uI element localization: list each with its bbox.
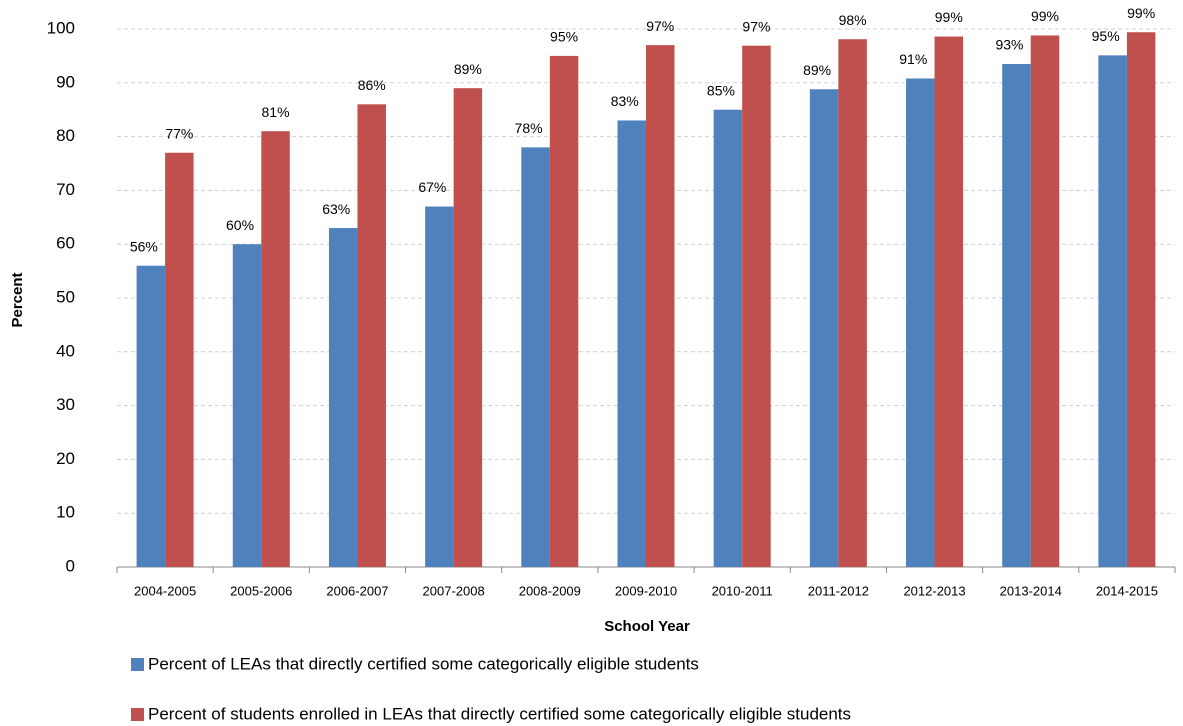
y-tick-label: 50	[56, 287, 75, 306]
bar	[617, 120, 646, 568]
bar	[328, 228, 358, 567]
y-tick-label: 70	[56, 180, 75, 199]
bar	[713, 109, 743, 567]
value-label: 67%	[418, 179, 446, 195]
value-label: 91%	[899, 51, 927, 67]
bar	[646, 45, 675, 567]
value-label: 86%	[358, 77, 386, 93]
y-tick-label: 40	[56, 341, 75, 360]
legend-swatch	[131, 708, 144, 721]
value-label: 99%	[1031, 8, 1059, 24]
value-label: 93%	[995, 37, 1023, 53]
bar	[232, 244, 262, 567]
y-tick-label: 100	[47, 18, 75, 37]
value-label: 83%	[611, 93, 639, 109]
legend-label: Percent of LEAs that directly certified …	[148, 654, 699, 673]
legend-label: Percent of students enrolled in LEAs tha…	[148, 704, 851, 723]
bar	[1098, 55, 1127, 567]
x-tick-label: 2010-2011	[712, 583, 773, 598]
y-tick-label: 20	[56, 449, 75, 468]
bar	[136, 265, 166, 567]
y-tick-label: 90	[56, 72, 75, 91]
bar	[1126, 32, 1156, 567]
x-tick-label: 2007-2008	[423, 583, 485, 598]
value-label: 99%	[1127, 5, 1155, 21]
value-label: 78%	[515, 120, 543, 136]
bar	[1030, 35, 1060, 568]
bar	[453, 88, 483, 568]
value-label: 60%	[226, 217, 254, 233]
y-tick-label: 80	[56, 126, 75, 145]
bar	[521, 147, 550, 568]
y-tick-label: 30	[56, 395, 75, 414]
value-label: 95%	[1092, 28, 1120, 44]
bar	[549, 55, 579, 568]
bar	[261, 131, 290, 567]
x-tick-label: 2014-2015	[1096, 583, 1158, 598]
value-label: 89%	[454, 61, 482, 77]
bar	[1002, 63, 1031, 567]
x-tick-label: 2012-2013	[903, 583, 965, 598]
x-tick-label: 2009-2010	[615, 583, 677, 598]
bar	[809, 89, 839, 568]
value-label: 97%	[646, 18, 674, 34]
value-label: 98%	[839, 12, 867, 28]
x-tick-label: 2006-2007	[326, 583, 388, 598]
value-label: 63%	[322, 201, 350, 217]
value-label: 89%	[803, 62, 831, 78]
bar	[838, 39, 867, 568]
x-tick-label: 2008-2009	[519, 583, 581, 598]
bar	[425, 206, 454, 568]
bar	[906, 78, 935, 567]
y-tick-label: 0	[66, 556, 75, 575]
bar	[357, 104, 386, 567]
x-tick-label: 2004-2005	[134, 583, 196, 598]
value-label: 95%	[550, 29, 578, 45]
y-tick-label: 60	[56, 234, 75, 253]
y-tick-label: 10	[56, 503, 75, 522]
value-label: 56%	[130, 238, 158, 254]
value-label: 85%	[707, 82, 735, 98]
y-axis-label: Percent	[9, 272, 26, 327]
value-label: 77%	[165, 125, 193, 141]
bar	[165, 152, 194, 568]
x-tick-label: 2013-2014	[1000, 583, 1062, 598]
bar	[934, 36, 964, 568]
x-tick-label: 2005-2006	[230, 583, 292, 598]
value-label: 97%	[742, 18, 770, 34]
bar	[742, 45, 771, 568]
x-tick-label: 2011-2012	[808, 583, 869, 598]
x-axis-label: School Year	[604, 618, 690, 635]
value-label: 99%	[935, 9, 963, 25]
legend-swatch	[131, 658, 144, 671]
value-label: 81%	[262, 104, 290, 120]
